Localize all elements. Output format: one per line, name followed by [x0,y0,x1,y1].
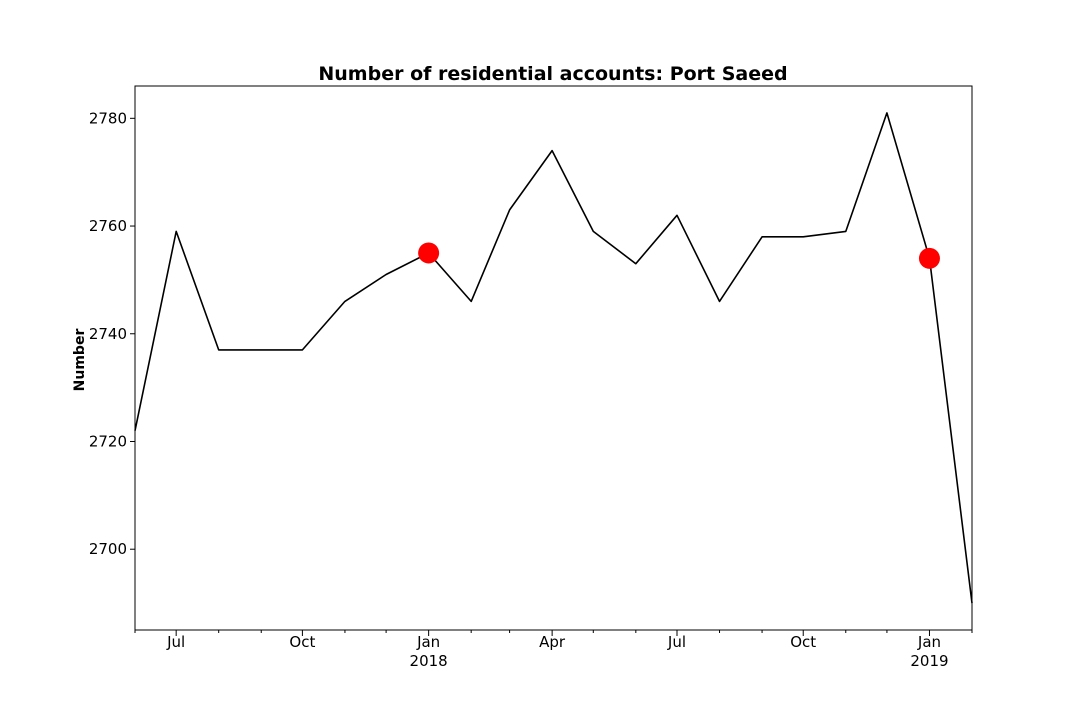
y-tick-label: 2780 [89,109,127,127]
chart-title: Number of residential accounts: Port Sae… [318,63,787,85]
x-tick-year-label: 2019 [910,652,948,670]
y-axis: 2700 2720 2740 2760 2780 [89,109,135,558]
x-tick-label: Jan [917,633,941,651]
x-tick-label: Jul [166,633,185,651]
x-tick-year-label: 2018 [410,652,448,670]
x-tick-label: Jan [416,633,440,651]
x-tick-label: Oct [790,633,816,651]
series-layer [134,112,973,604]
y-axis-label: Number [72,329,88,392]
highlight-marker [918,247,940,269]
plot-area [134,85,973,631]
highlight-layer [418,242,940,269]
highlight-marker [418,242,440,264]
y-tick-label: 2760 [89,217,127,235]
y-tick-label: 2740 [89,325,127,343]
series-line-0 [134,112,973,604]
x-tick-label: Apr [539,633,566,651]
y-tick-label: 2720 [89,432,127,450]
x-tick-label: Jul [667,633,686,651]
y-tick-label: 2700 [89,540,127,558]
plot-frame [134,85,973,631]
x-tick-label: Oct [289,633,315,651]
